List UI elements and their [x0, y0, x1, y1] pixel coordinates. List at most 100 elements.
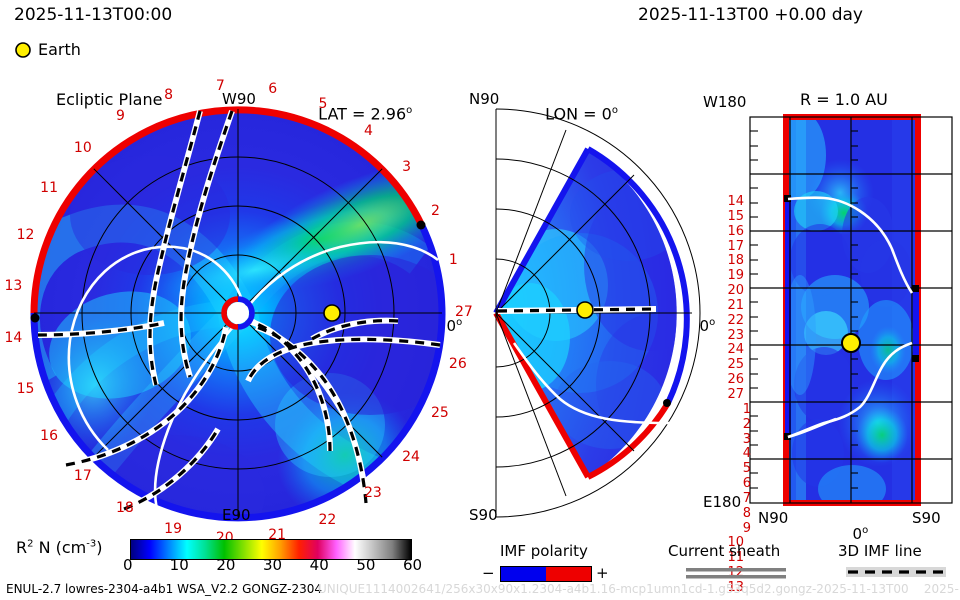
ecliptic-day-tick: 14 [4, 330, 23, 347]
timeline-left-ticks [750, 130, 758, 489]
timeline-day-label: 4 [742, 446, 751, 462]
meridional-right-label: 0o [699, 317, 716, 335]
ecliptic-day-tick: 1 [448, 251, 458, 268]
imf-negative-swatch [501, 567, 546, 581]
timeline-day-label: 16 [727, 223, 744, 239]
timeline-day-label: 19 [727, 268, 744, 284]
timeline-day-label: 21 [727, 297, 744, 313]
footer-model-string: ENUL-2.7 lowres-2304-a4b1 WSA_V2.2 GONGZ… [6, 582, 323, 596]
ecliptic-day-tick: 9 [116, 108, 125, 125]
ecliptic-polarity-ring [30, 106, 446, 522]
ecliptic-panel [0, 85, 470, 535]
timeline-bottom-left-label: E180 [703, 493, 742, 511]
timeline-day-label: 10 [727, 535, 744, 551]
earth-marker-icon [15, 42, 31, 58]
timeline-day-label: 17 [727, 238, 744, 254]
ecliptic-imf-lines [37, 110, 441, 512]
ecliptic-title: Ecliptic Plane [56, 90, 163, 109]
timeline-day-label: 13 [727, 580, 744, 595]
colorbar-tick: 30 [263, 556, 283, 574]
ecliptic-day-tick: 5 [318, 96, 328, 113]
imf-minus-label: − [482, 564, 495, 582]
timeline-day-label: 23 [727, 327, 744, 343]
timeline-day-label: 25 [727, 357, 744, 373]
imf-line-title: 3D IMF line [838, 542, 922, 560]
ecliptic-day-tick: 11 [40, 179, 58, 196]
ecliptic-bottom-label: E90 [222, 506, 251, 524]
ecliptic-day-tick: 12 [16, 226, 35, 243]
imf-positive-swatch [546, 567, 591, 581]
timeline-xlabel-n90: N90 [758, 509, 789, 527]
ecliptic-day-tick: 17 [73, 468, 92, 485]
ecliptic-day-tick: 16 [40, 428, 58, 445]
ecliptic-day-tick: 7 [215, 78, 225, 95]
imf-plus-label: + [596, 564, 609, 582]
timeline-xlabel-s90: S90 [912, 509, 941, 527]
ecliptic-right-label: 0o [446, 317, 463, 335]
timeline-day-label: 8 [742, 505, 751, 521]
timeline-axes [749, 116, 953, 504]
timeline-day-label: 20 [727, 283, 744, 299]
timeline-day-label: 15 [727, 208, 744, 224]
ecliptic-day-tick: 2 [430, 202, 440, 219]
colorbar-tick: 40 [309, 556, 329, 574]
colorbar-tick: 60 [403, 556, 423, 574]
timeline-day-label: 22 [727, 312, 744, 328]
ecliptic-day-tick: 25 [430, 405, 449, 422]
ecliptic-day-tick: 21 [268, 526, 287, 543]
ecliptic-day-tick: 13 [4, 277, 23, 294]
colorbar-strip [130, 539, 412, 560]
timeline-xlabel-zero: 0o [852, 525, 869, 543]
meridional-panel [460, 85, 710, 535]
earth-legend: Earth [12, 40, 212, 60]
earth-marker-meridional [576, 301, 594, 319]
ecliptic-day-tick: 4 [363, 122, 373, 139]
ecliptic-day-tick: 6 [268, 81, 278, 98]
ecliptic-day-tick: 3 [402, 158, 412, 175]
imf-line-swatch [846, 566, 946, 578]
timeline-day-label: 1 [742, 401, 751, 417]
earth-marker-ecliptic [323, 304, 341, 322]
ecliptic-day-tick: 15 [16, 381, 35, 398]
timeline-panel [700, 85, 960, 535]
timeline-day-label: 3 [742, 431, 751, 447]
current-sheath-swatch [686, 568, 786, 579]
ecliptic-day-tick: 23 [363, 485, 382, 502]
meridional-polarity-edges [493, 146, 690, 480]
colorbar-ticks: 0 10 20 30 40 50 60 [123, 556, 423, 580]
timeline-day-label: 18 [727, 253, 744, 269]
ecliptic-day-tick: 8 [164, 87, 174, 104]
timestamp-right: 2025-11-13T00 +0.00 day [638, 5, 863, 25]
ecliptic-top-label: W90 [222, 90, 256, 108]
imf-polarity-title: IMF polarity [500, 542, 588, 560]
timeline-day-label: 26 [727, 372, 744, 388]
ecliptic-day-ticks: 27 1 2 3 4 5 6 7 8 9 10 11 12 13 14 15 16 17 18 19 20 21 22 23 2… [0, 79, 473, 544]
timeline-density-field [786, 117, 918, 503]
ecliptic-day-tick: 24 [402, 449, 420, 466]
colorbar-tick: 20 [216, 556, 236, 574]
imf-polarity-swatch [500, 566, 592, 582]
meridional-bottom-label: S90 [469, 506, 498, 524]
colorbar-tick: 0 [123, 556, 133, 574]
ecliptic-day-tick: 22 [318, 511, 337, 528]
colorbar-label: R2 N (cm-3) [16, 538, 103, 557]
timeline-title: R = 1.0 AU [800, 90, 888, 109]
ecliptic-day-tick: 10 [73, 139, 92, 156]
timeline-day-label: 7 [742, 490, 751, 506]
timeline-day-label: 9 [742, 520, 751, 536]
timeline-day-label: 6 [742, 476, 751, 492]
ecliptic-day-tick: 27 [455, 304, 473, 320]
meridional-grid [495, 108, 701, 518]
meridional-top-label: N90 [469, 90, 500, 108]
colorbar-tick: 50 [356, 556, 376, 574]
sun-marker [221, 296, 255, 330]
timeline-day-label: 5 [742, 461, 751, 477]
timeline-sheath-tail [787, 417, 837, 439]
colorbar-tick: 10 [169, 556, 189, 574]
current-sheath-title: Current sheath [668, 542, 781, 560]
timeline-day-label: 27 [727, 387, 744, 402]
timestamp-left: 2025-11-13T00:00 [14, 5, 173, 25]
footer-watermark: UNIQUE1114002641/256x30x90x1.2304-a4b1.1… [318, 582, 960, 596]
timeline-center-ticks [851, 130, 858, 489]
ecliptic-lat-label: LAT = 2.96o [318, 104, 413, 124]
